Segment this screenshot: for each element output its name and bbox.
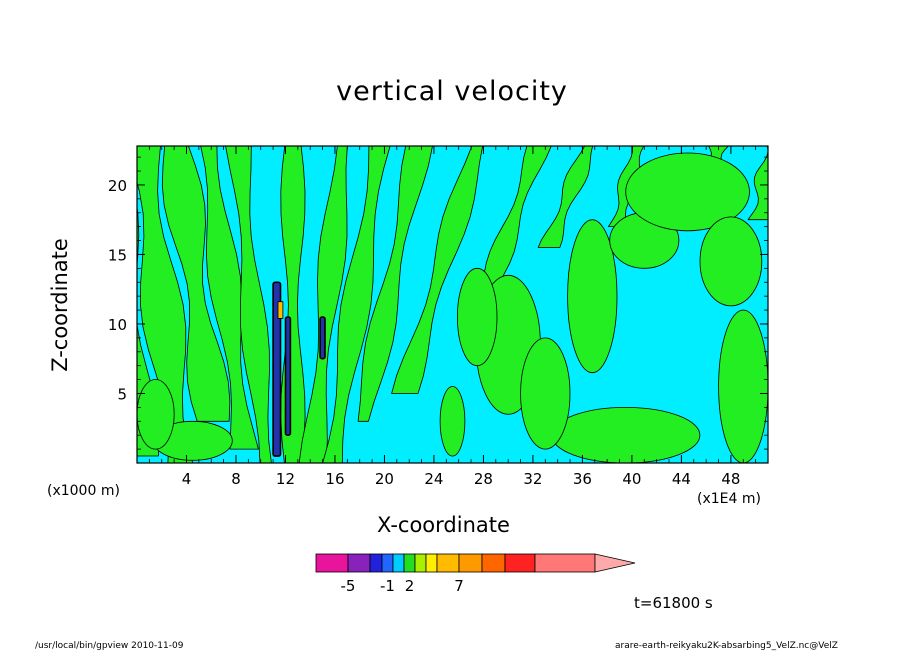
positive-band: [322, 146, 391, 463]
positive-band: [161, 146, 231, 422]
chart-title: vertical velocity: [336, 76, 568, 107]
y-axis-label: Z-coordinate: [48, 238, 72, 372]
colorbar-segment: [458, 553, 483, 573]
negative-strip: [319, 316, 326, 360]
x-unit-right: (x1E4 m): [697, 491, 761, 507]
positive-patch: [137, 379, 175, 450]
colorbar-segment: [534, 553, 596, 573]
positive-band: [298, 146, 348, 463]
x-tick-label: 8: [231, 470, 241, 488]
colorbar-tick-label: -1: [380, 577, 395, 595]
x-tick-label: 36: [573, 470, 592, 488]
x-axis-label: X-coordinate: [377, 513, 510, 537]
x-tick-label: 32: [523, 470, 542, 488]
footer-source: arare-earth-reikyaku2K-absarbing5_VelZ.n…: [615, 641, 838, 651]
colorbar-segment: [381, 553, 394, 573]
colorbar-segment: [481, 553, 506, 573]
x-tick-label: 24: [424, 470, 443, 488]
colorbar-segment: [403, 553, 416, 573]
positive-band: [391, 146, 484, 394]
colorbar-arrow: [594, 553, 636, 573]
positive-patch: [520, 337, 571, 450]
positive-band: [537, 146, 593, 248]
colorbar-segment: [414, 553, 427, 573]
colorbar: -5 -1 2 7: [315, 553, 636, 595]
x-axis: 4 8 12 16 20 24 28 32 36 40 44 48: [148, 146, 757, 488]
x-tick-label: 40: [622, 470, 641, 488]
positive-band: [357, 146, 433, 422]
positive-band: [476, 146, 552, 311]
colorbar-segment: [436, 553, 460, 573]
x-tick-label: 4: [182, 470, 192, 488]
positive-patch: [718, 309, 768, 463]
colorbar-tick-label: 2: [405, 577, 415, 595]
x-tick-label: 12: [276, 470, 295, 488]
y-tick-label: 5: [117, 385, 127, 403]
negative-strip: [284, 316, 292, 436]
positive-band: [200, 146, 259, 450]
colorbar-segment: [347, 553, 371, 573]
positive-patch: [439, 386, 466, 457]
x-tick-label: 28: [474, 470, 493, 488]
time-label: t=61800 s: [634, 594, 713, 612]
negative-strip: [272, 281, 282, 457]
y-tick-label: 10: [108, 316, 127, 334]
positive-spot: [277, 301, 284, 319]
positive-patch: [625, 152, 750, 232]
colorbar-segment: [425, 553, 438, 573]
y-tick-label: 20: [108, 177, 127, 195]
y-tick-label: 15: [108, 246, 127, 264]
x-tick-label: 20: [375, 470, 394, 488]
positive-patch: [567, 219, 618, 374]
colorbar-tick-label: -5: [341, 577, 356, 595]
colorbar-segment: [504, 553, 536, 573]
positive-patch: [699, 216, 763, 307]
positive-band: [747, 146, 768, 221]
colorbar-segment: [369, 553, 383, 573]
footer-command: /usr/local/bin/gpview 2010-11-09: [35, 641, 184, 651]
x-unit-left: (x1000 m): [47, 483, 120, 499]
x-tick-label: 48: [721, 470, 740, 488]
positive-band: [137, 146, 194, 463]
velocity-field: [137, 146, 768, 463]
plot-frame: [136, 145, 769, 464]
colorbar-tick-label: 7: [454, 577, 464, 595]
x-tick-label: 16: [325, 470, 344, 488]
y-axis: 5 10 15 20: [108, 156, 768, 450]
positive-patch: [457, 267, 498, 367]
colorbar-segment: [315, 553, 349, 573]
x-tick-label: 44: [672, 470, 691, 488]
colorbar-segment: [392, 553, 405, 573]
positive-patch: [551, 407, 701, 463]
positive-band: [225, 146, 272, 463]
